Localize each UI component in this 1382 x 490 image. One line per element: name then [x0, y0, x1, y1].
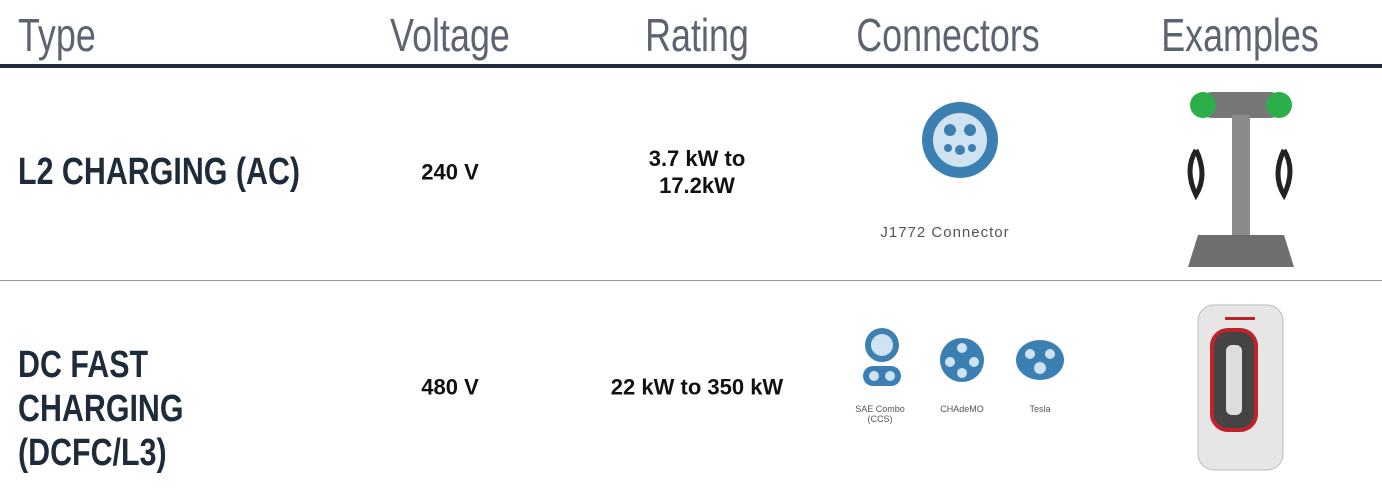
- l2-charger-image: [1188, 92, 1294, 267]
- page: Type Voltage Rating Connectors Examples …: [0, 0, 1382, 490]
- dc-charger-image: [1198, 305, 1283, 470]
- ccs-icon: [863, 328, 901, 386]
- tesla-icon: [1016, 340, 1064, 380]
- illustrations: [0, 0, 1382, 490]
- chademo-icon: [940, 338, 984, 382]
- j1772-icon: [922, 102, 998, 178]
